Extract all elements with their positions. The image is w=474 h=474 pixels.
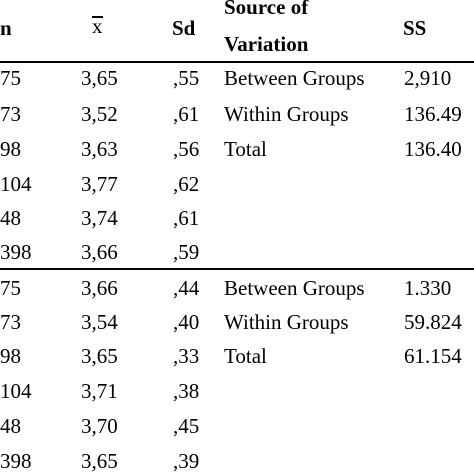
- table-cell-sd: ,62: [173, 172, 200, 196]
- table-cell-mean: 3,65: [81, 344, 118, 368]
- table-cell-mean: 3,74: [81, 206, 118, 230]
- anova-ss: 59.824: [404, 310, 462, 334]
- table-cell-n: 398: [0, 240, 32, 264]
- table-cell-n: 98: [0, 137, 21, 161]
- anova-ss: 136.40: [404, 137, 462, 161]
- table-cell-mean: 3,65: [81, 449, 118, 473]
- table-cell-mean: 3,54: [81, 310, 118, 334]
- anova-source: Total: [224, 137, 267, 161]
- mean-symbol: x: [91, 14, 103, 38]
- table-cell-sd: ,45: [173, 414, 200, 438]
- table-cell-mean: 3,66: [81, 240, 118, 264]
- table-cell-mean: 3,66: [81, 276, 118, 300]
- table-cell-mean: 3,77: [81, 172, 118, 196]
- header-rule: [0, 61, 474, 63]
- block-separator-rule: [0, 268, 474, 270]
- table-cell-mean: 3,63: [81, 137, 118, 161]
- header-mean: x: [91, 14, 104, 38]
- anova-source: Total: [224, 344, 267, 368]
- header-n: n: [0, 16, 12, 40]
- header-source-line1: Source of: [224, 0, 309, 19]
- table-cell-n: 104: [0, 172, 32, 196]
- table-cell-n: 104: [0, 379, 32, 403]
- table-cell-n: 75: [0, 66, 21, 90]
- table-cell-sd: ,38: [173, 379, 200, 403]
- table-cell-sd: ,61: [173, 206, 200, 230]
- table-cell-n: 73: [0, 102, 21, 126]
- table-cell-n: 398: [0, 449, 32, 473]
- anova-source: Between Groups: [224, 66, 365, 90]
- table-cell-n: 48: [0, 206, 21, 230]
- table-cell-mean: 3,52: [81, 102, 118, 126]
- table-cell-mean: 3,65: [81, 66, 118, 90]
- table-cell-mean: 3,71: [81, 379, 118, 403]
- anova-source: Within Groups: [224, 102, 349, 126]
- header-source-line2: Variation: [224, 32, 309, 56]
- table-cell-sd: ,56: [173, 137, 200, 161]
- anova-ss: 61.154: [404, 344, 462, 368]
- header-ss: SS: [403, 16, 427, 40]
- anova-source: Within Groups: [224, 310, 349, 334]
- anova-ss: 2,910: [404, 66, 452, 90]
- table-cell-n: 48: [0, 414, 21, 438]
- header-sd: Sd: [172, 16, 196, 40]
- table-cell-sd: ,33: [173, 344, 200, 368]
- table-cell-sd: ,59: [173, 240, 200, 264]
- anova-ss: 1.330: [404, 276, 452, 300]
- anova-source: Between Groups: [224, 276, 365, 300]
- table-cell-sd: ,39: [173, 449, 200, 473]
- table-cell-sd: ,44: [173, 276, 200, 300]
- table-cell-n: 98: [0, 344, 21, 368]
- anova-ss: 136.49: [404, 102, 462, 126]
- table-cell-sd: ,61: [173, 102, 200, 126]
- table-cell-n: 75: [0, 276, 21, 300]
- table-cell-sd: ,40: [173, 310, 200, 334]
- table-cell-sd: ,55: [173, 66, 200, 90]
- table-cell-n: 73: [0, 310, 21, 334]
- table-cell-mean: 3,70: [81, 414, 118, 438]
